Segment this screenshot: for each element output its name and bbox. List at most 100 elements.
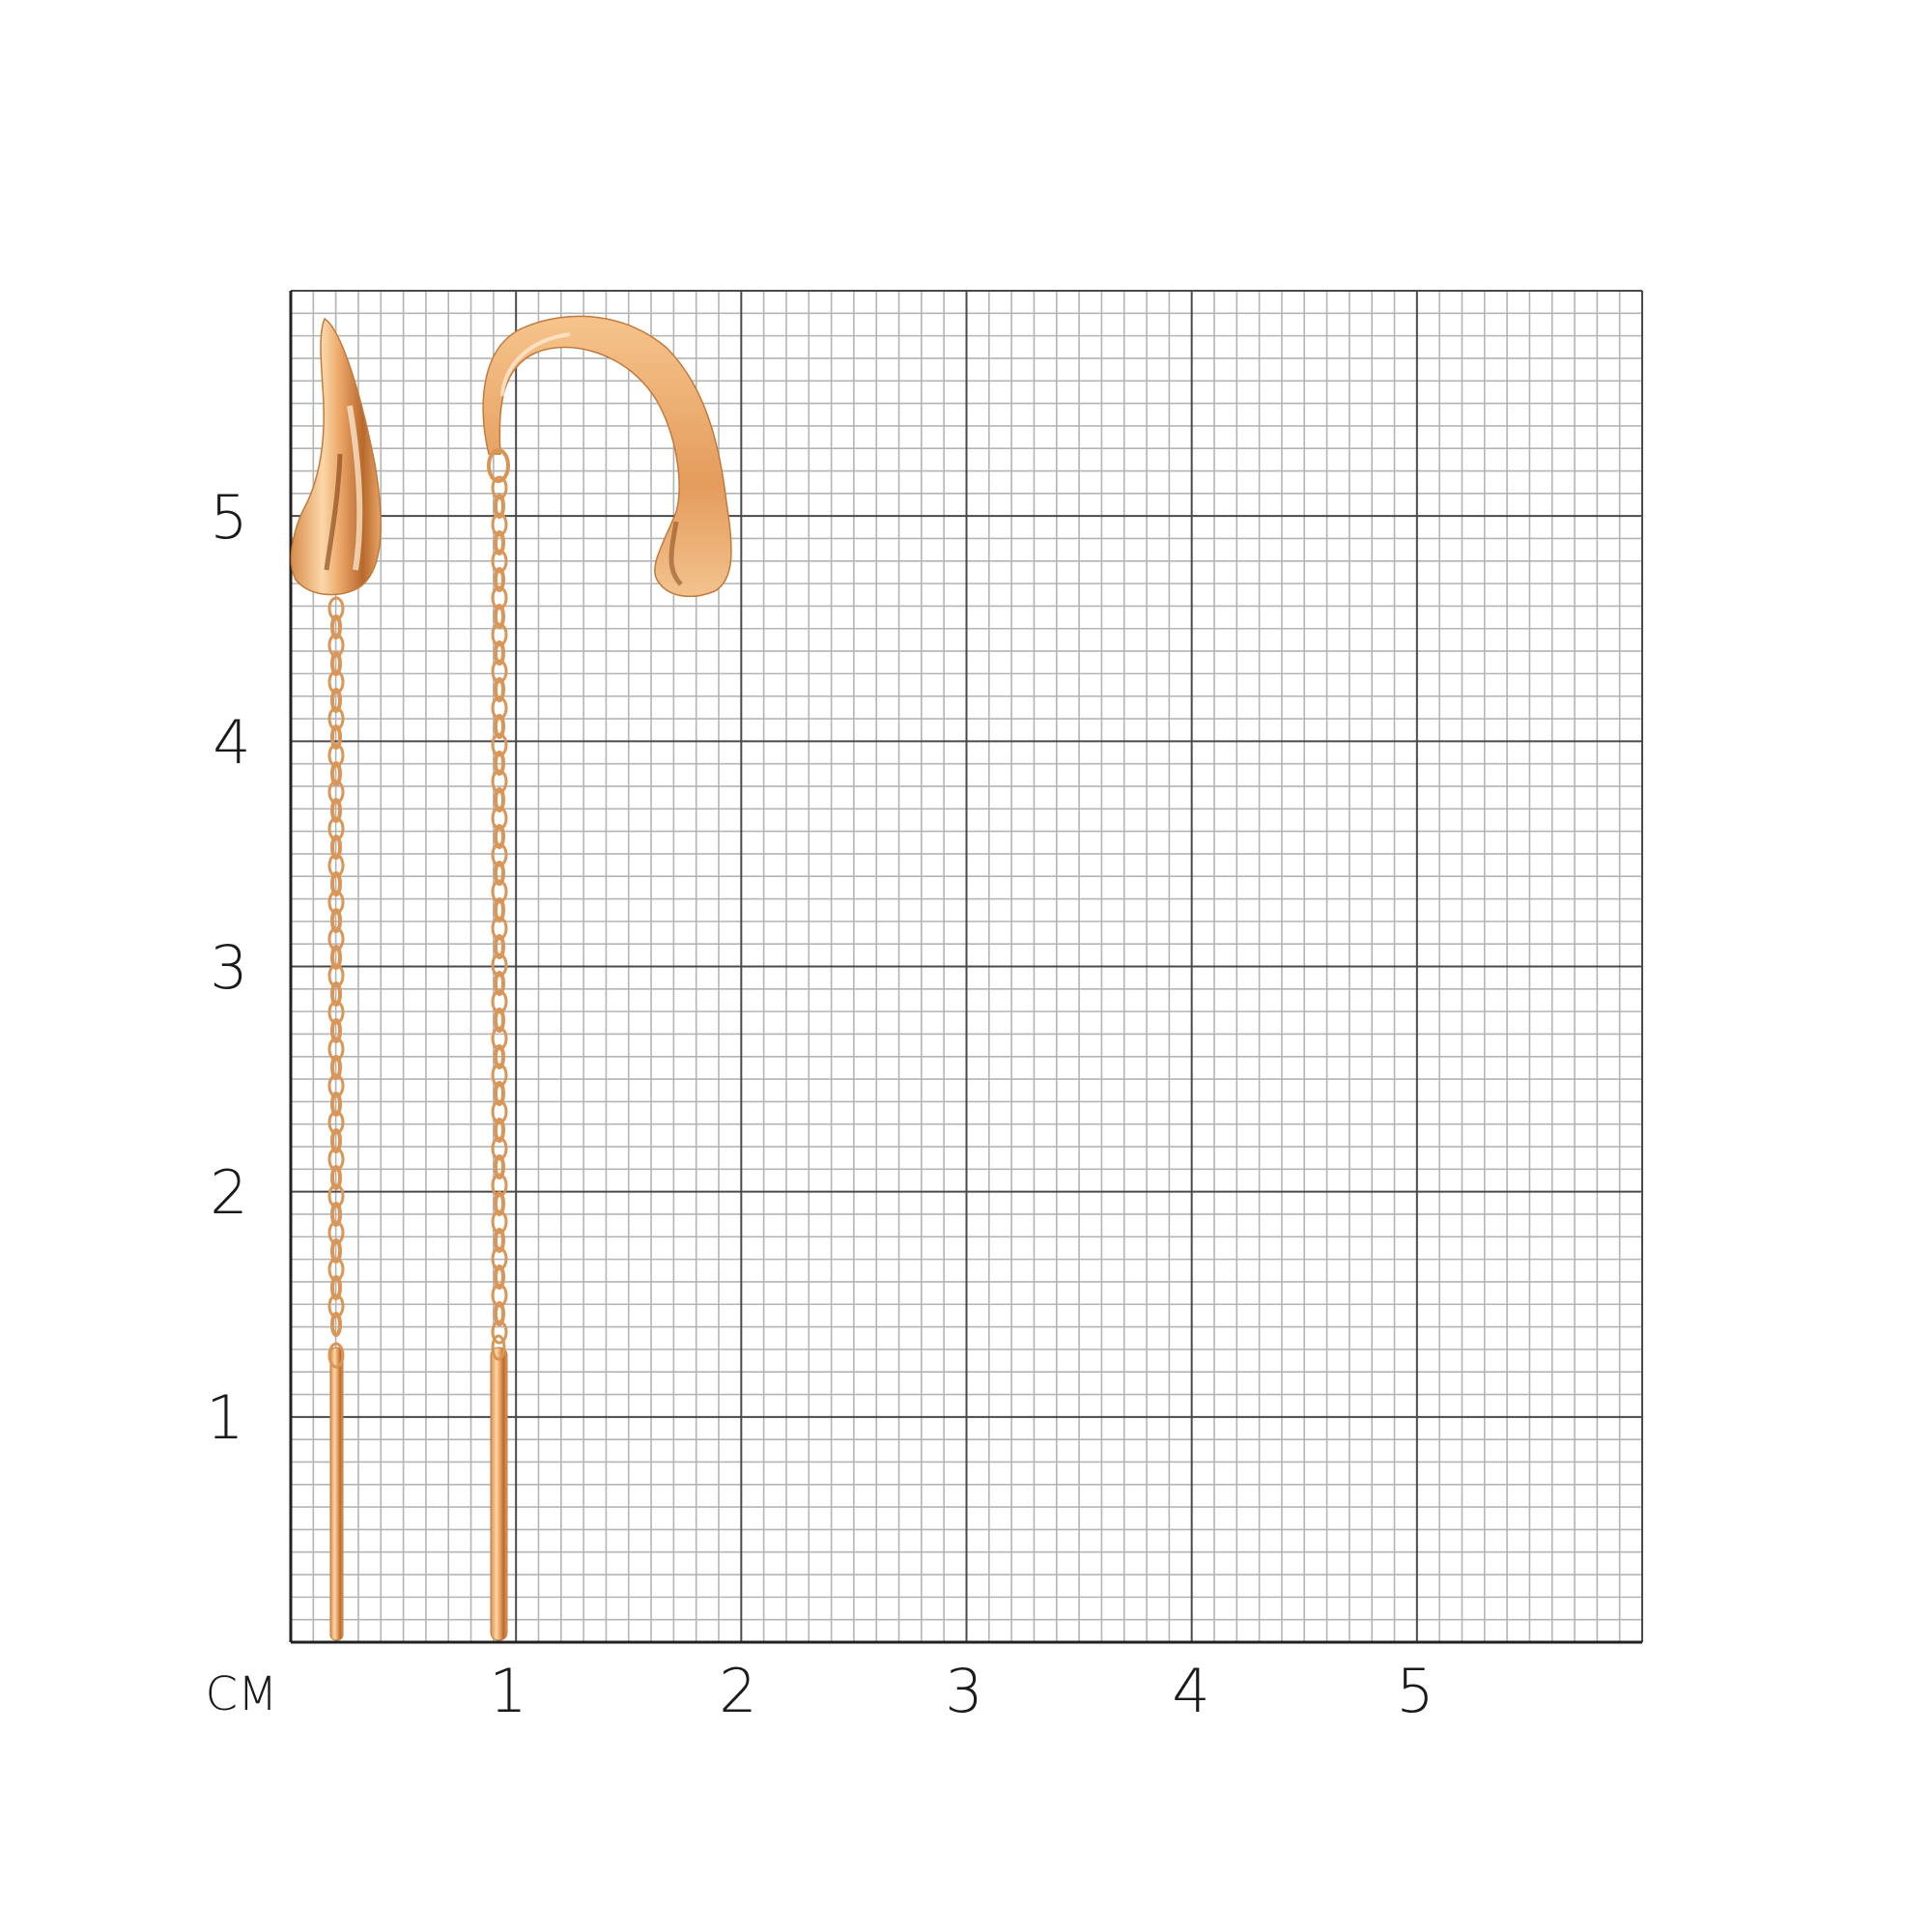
- chain-link: [494, 530, 505, 555]
- chain-left: [327, 596, 345, 1337]
- chain-link: [491, 549, 508, 574]
- chain-link: [327, 890, 345, 915]
- chain-link: [330, 835, 342, 860]
- chain-link: [494, 640, 505, 666]
- chain-link: [491, 622, 508, 647]
- chain-link: [327, 926, 345, 952]
- chain-link: [491, 732, 508, 757]
- chain-link: [494, 1008, 505, 1033]
- chain-link: [491, 1283, 508, 1308]
- chain-link: [330, 761, 342, 786]
- chain-link: [327, 1110, 345, 1135]
- chain-link: [491, 696, 508, 721]
- chain-link: [330, 1202, 342, 1227]
- chain-link: [491, 1099, 508, 1124]
- x-tick-3: 3: [945, 1656, 982, 1726]
- chain-link: [491, 512, 508, 537]
- chain-link: [327, 963, 345, 988]
- chain-link: [330, 871, 342, 896]
- chain-link: [494, 1081, 505, 1106]
- chain-link: [330, 908, 342, 933]
- chain-link: [330, 724, 342, 750]
- chain-link: [494, 971, 505, 996]
- chain-link: [327, 1183, 345, 1208]
- x-tick-2: 2: [719, 1656, 756, 1726]
- chain-link: [494, 1228, 505, 1253]
- bar-pin-front: [329, 1347, 344, 1641]
- chain-link: [330, 614, 342, 639]
- chain-link: [494, 714, 505, 739]
- chain-link: [491, 989, 508, 1014]
- chain-link: [330, 1238, 342, 1264]
- chain-link: [491, 1026, 508, 1051]
- chain-link: [491, 879, 508, 904]
- chain-link: [327, 780, 345, 805]
- chain-link: [327, 1293, 345, 1319]
- chain-link: [494, 494, 505, 519]
- chain-link: [327, 853, 345, 878]
- chain-link: [494, 567, 505, 592]
- chain-link: [491, 1136, 508, 1161]
- chain-link: [491, 806, 508, 831]
- unit-label: СМ: [206, 1667, 278, 1721]
- y-tick-1: 1: [206, 1382, 243, 1453]
- x-tick-5: 5: [1396, 1656, 1434, 1726]
- chain-link: [327, 743, 345, 768]
- chain-link: [494, 1264, 505, 1290]
- chain-link: [327, 1257, 345, 1282]
- chain-link: [330, 688, 342, 713]
- chain-link: [494, 861, 505, 886]
- chain-link: [491, 916, 508, 941]
- chain-link: [491, 585, 508, 611]
- chain-link: [330, 945, 342, 970]
- earring-front-view: [290, 317, 382, 1641]
- chain-link: [491, 659, 508, 684]
- chain-link: [330, 1275, 342, 1300]
- chain-link: [494, 1301, 505, 1326]
- chain-link: [491, 1320, 508, 1345]
- chain-link: [494, 787, 505, 812]
- chain-link: [330, 1018, 342, 1043]
- y-tick-5: 5: [210, 482, 247, 553]
- chain-link: [491, 1173, 508, 1198]
- chain-link: [330, 1165, 342, 1190]
- chain-link: [491, 952, 508, 978]
- chain-link: [330, 798, 342, 823]
- y-tick-3: 3: [210, 932, 247, 1003]
- chain-link: [327, 816, 345, 841]
- chain-link: [330, 651, 342, 676]
- chain-link: [327, 596, 345, 621]
- chain-link: [327, 1000, 345, 1025]
- chain-link: [494, 1118, 505, 1143]
- chain-link: [491, 475, 508, 500]
- chain-link: [330, 1312, 342, 1337]
- chain-link: [494, 897, 505, 923]
- chain-link: [327, 1220, 345, 1245]
- teardrop-front: [290, 317, 382, 596]
- hook-arc: [482, 315, 732, 598]
- chain-link: [494, 934, 505, 959]
- x-tick-1: 1: [489, 1656, 526, 1726]
- chain-link: [491, 769, 508, 794]
- chain-link: [327, 1037, 345, 1062]
- chain-link: [327, 1073, 345, 1098]
- chain-link: [494, 824, 505, 849]
- earring-side-view: [482, 315, 732, 1641]
- chain-link: [491, 1063, 508, 1088]
- chain-link: [494, 677, 505, 702]
- grid-major-lines: [289, 290, 1643, 1644]
- chain-link: [494, 604, 505, 629]
- chain-link: [494, 1154, 505, 1179]
- chain-link: [494, 1044, 505, 1069]
- chain-link: [330, 981, 342, 1007]
- chain-link: [330, 1092, 342, 1117]
- chain-link: [327, 669, 345, 695]
- chain-link: [491, 1209, 508, 1235]
- chain-link: [327, 633, 345, 658]
- chain-link: [330, 1128, 342, 1153]
- chain-link: [330, 1055, 342, 1080]
- chain-link: [491, 842, 508, 867]
- chain-right: [491, 475, 508, 1345]
- x-tick-4: 4: [1172, 1656, 1209, 1726]
